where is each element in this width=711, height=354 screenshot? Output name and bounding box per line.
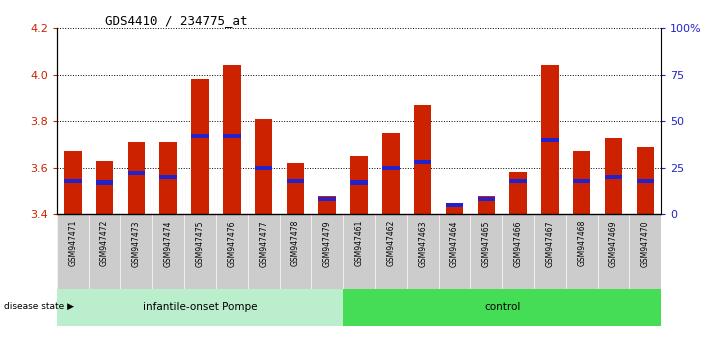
Text: disease state ▶: disease state ▶ bbox=[4, 302, 73, 311]
Bar bbox=[223, 65, 240, 214]
Text: GSM947470: GSM947470 bbox=[641, 220, 650, 267]
Text: control: control bbox=[484, 302, 520, 312]
Bar bbox=[64, 179, 82, 183]
Bar bbox=[605, 137, 622, 214]
Bar bbox=[573, 152, 590, 214]
Bar bbox=[159, 175, 177, 179]
Text: GSM947469: GSM947469 bbox=[609, 220, 618, 267]
Bar bbox=[128, 171, 145, 175]
Text: GSM947479: GSM947479 bbox=[323, 220, 332, 267]
Bar bbox=[64, 152, 82, 214]
Bar bbox=[414, 160, 432, 164]
Bar bbox=[478, 197, 495, 201]
Bar bbox=[191, 79, 209, 214]
Bar bbox=[351, 156, 368, 214]
Bar bbox=[319, 195, 336, 214]
Bar bbox=[382, 166, 400, 170]
Bar bbox=[541, 138, 559, 142]
Bar bbox=[573, 179, 590, 183]
Text: GSM947461: GSM947461 bbox=[355, 220, 363, 267]
Bar bbox=[255, 166, 272, 170]
Text: GSM947477: GSM947477 bbox=[259, 220, 268, 267]
Text: GSM947462: GSM947462 bbox=[386, 220, 395, 267]
Bar bbox=[287, 179, 304, 183]
Text: GSM947468: GSM947468 bbox=[577, 220, 586, 267]
Text: GSM947463: GSM947463 bbox=[418, 220, 427, 267]
Bar bbox=[478, 195, 495, 214]
Bar bbox=[223, 134, 240, 138]
Bar bbox=[509, 172, 527, 214]
Bar bbox=[636, 147, 654, 214]
Bar bbox=[605, 175, 622, 179]
Bar bbox=[128, 142, 145, 214]
Bar bbox=[319, 197, 336, 201]
Bar bbox=[351, 181, 368, 185]
Bar bbox=[382, 133, 400, 214]
Text: GSM947473: GSM947473 bbox=[132, 220, 141, 267]
Text: infantile-onset Pompe: infantile-onset Pompe bbox=[143, 302, 257, 312]
Bar bbox=[343, 289, 661, 326]
Bar bbox=[255, 119, 272, 214]
Bar bbox=[509, 179, 527, 183]
Text: GSM947464: GSM947464 bbox=[450, 220, 459, 267]
Bar bbox=[414, 105, 432, 214]
Bar bbox=[446, 203, 464, 207]
Bar bbox=[96, 161, 113, 214]
Bar bbox=[191, 134, 209, 138]
Text: GSM947467: GSM947467 bbox=[545, 220, 555, 267]
Bar bbox=[57, 289, 343, 326]
Text: GSM947475: GSM947475 bbox=[196, 220, 205, 267]
Bar bbox=[287, 163, 304, 214]
Text: GSM947478: GSM947478 bbox=[291, 220, 300, 267]
Bar bbox=[446, 205, 464, 214]
Text: GSM947465: GSM947465 bbox=[482, 220, 491, 267]
Text: GSM947466: GSM947466 bbox=[513, 220, 523, 267]
Text: GSM947472: GSM947472 bbox=[100, 220, 109, 267]
Text: GDS4410 / 234775_at: GDS4410 / 234775_at bbox=[105, 14, 247, 27]
Bar bbox=[541, 65, 559, 214]
Bar bbox=[636, 179, 654, 183]
Text: GSM947474: GSM947474 bbox=[164, 220, 173, 267]
Bar bbox=[159, 142, 177, 214]
Text: GSM947476: GSM947476 bbox=[228, 220, 236, 267]
Text: GSM947471: GSM947471 bbox=[68, 220, 77, 267]
Bar bbox=[96, 181, 113, 185]
